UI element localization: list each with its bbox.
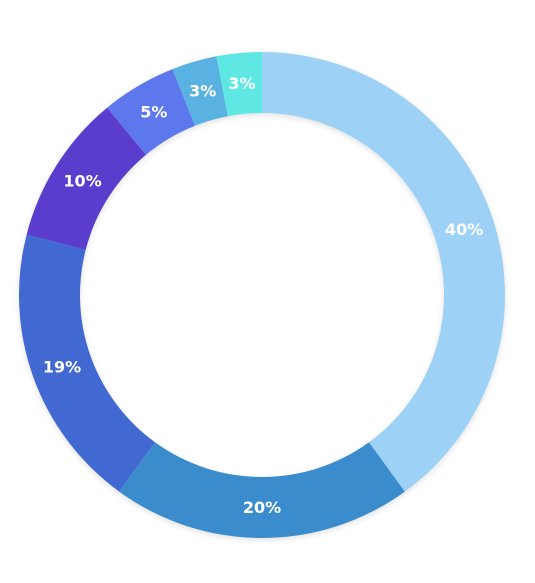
slice-4 — [107, 69, 196, 155]
label-group: 40% 20% 19% 10% 5% 3% 3% — [43, 74, 483, 517]
slice-label-4: 5% — [140, 103, 167, 122]
slice-5 — [172, 56, 228, 126]
slice-group — [18, 52, 505, 538]
slice-label-2: 19% — [43, 357, 81, 376]
slice-label-6: 3% — [228, 74, 255, 93]
slice-label-0: 40% — [445, 220, 483, 239]
slice-label-3: 10% — [63, 172, 101, 191]
slice-0 — [262, 52, 505, 492]
slice-2 — [18, 234, 156, 492]
slice-1 — [119, 442, 405, 538]
slice-6 — [216, 52, 262, 117]
slice-3 — [26, 107, 146, 250]
slice-label-5: 3% — [189, 81, 216, 100]
slice-label-1: 20% — [243, 498, 281, 517]
